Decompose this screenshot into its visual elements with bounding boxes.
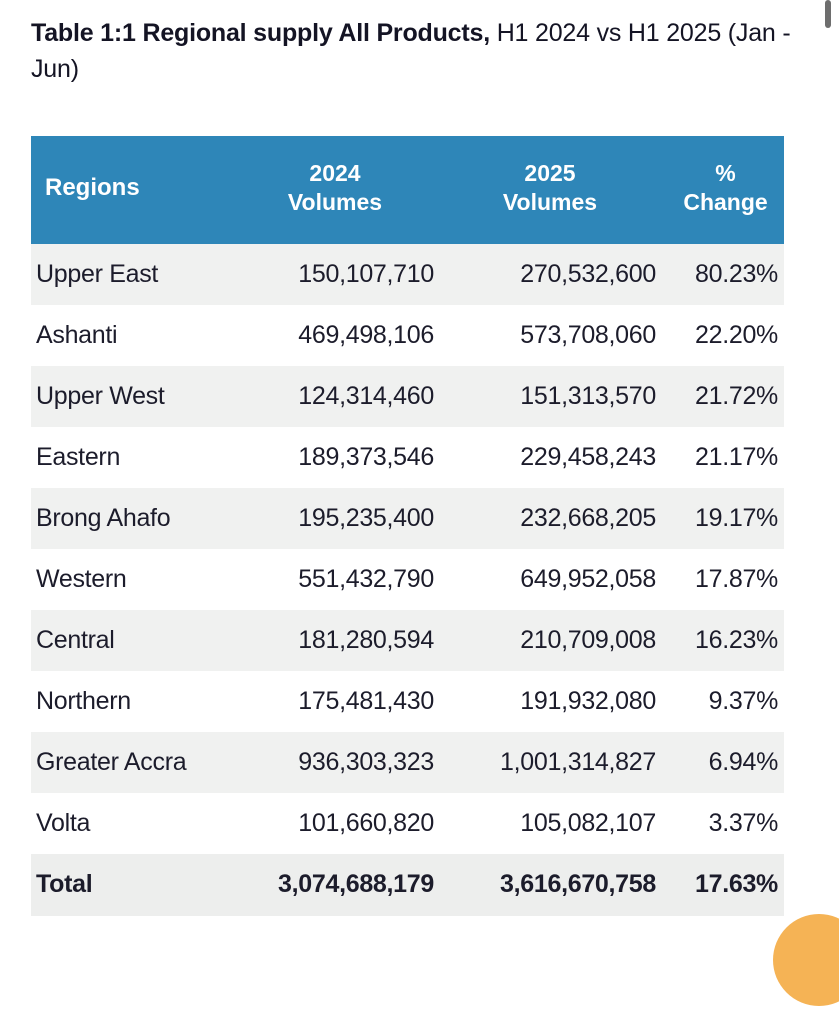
floating-action-button[interactable] (773, 914, 839, 1006)
cell-change: 3.37% (708, 808, 779, 837)
cell-vol-2025: 573,708,060 (520, 320, 656, 349)
column-header-2024-line1: 2024 (309, 159, 361, 186)
column-header-change-line2: Change (683, 189, 768, 215)
cell-region: Eastern (36, 442, 121, 471)
column-header-regions-label: Regions (45, 173, 140, 201)
cell-change: 19.17% (695, 503, 778, 532)
cell-vol-2024: 181,280,594 (298, 625, 434, 654)
cell-change: 6.94% (708, 747, 779, 776)
cell-region: Central (36, 625, 115, 654)
cell-vol-2024: 189,373,546 (298, 442, 434, 471)
column-header-2024-line2: Volumes (287, 189, 383, 215)
cell-vol-2025: 191,932,080 (520, 686, 656, 715)
column-header-percent-change[interactable]: % Change (661, 136, 784, 244)
table-row[interactable]: Western 551,432,790 649,952,058 17.87% (31, 549, 784, 610)
cell-change: 16.23% (695, 625, 778, 654)
regional-supply-table-container: Regions 2024 Volumes 2025 Volumes % Chan… (31, 136, 784, 916)
cell-vol-2025: 105,082,107 (520, 808, 656, 837)
cell-vol-2025: 151,313,570 (520, 381, 656, 410)
cell-change: 9.37% (708, 686, 779, 715)
cell-change: 80.23% (695, 259, 778, 288)
table-row[interactable]: Brong Ahafo 195,235,400 232,668,205 19.1… (31, 488, 784, 549)
table-row[interactable]: Volta 101,660,820 105,082,107 3.37% (31, 793, 784, 854)
cell-vol-2025: 229,458,243 (520, 442, 656, 471)
table-header: Regions 2024 Volumes 2025 Volumes % Chan… (31, 136, 784, 244)
table-row[interactable]: Upper West 124,314,460 151,313,570 21.72… (31, 366, 784, 427)
cell-vol-2025: 1,001,314,827 (500, 747, 656, 776)
cell-vol-2025: 649,952,058 (520, 564, 656, 593)
cell-region: Volta (36, 808, 91, 837)
column-header-2024-volumes[interactable]: 2024 Volumes (231, 136, 439, 244)
cell-vol-2024: 469,498,106 (298, 320, 434, 349)
table-total-row[interactable]: Total 3,074,688,179 3,616,670,758 17.63% (31, 854, 784, 916)
cell-region: Upper West (36, 381, 165, 410)
vertical-scrollbar-thumb[interactable] (825, 0, 831, 28)
page-title: Table 1:1 Regional supply All Products, … (0, 0, 839, 87)
cell-vol-2025: 270,532,600 (520, 259, 656, 288)
cell-region: Northern (36, 686, 131, 715)
regional-supply-table: Regions 2024 Volumes 2025 Volumes % Chan… (31, 136, 784, 916)
column-header-2025-line1: 2025 (524, 159, 576, 186)
cell-region: Ashanti (36, 320, 118, 349)
page-title-strong: Table 1:1 Regional supply All Products, (31, 19, 490, 47)
cell-change: 17.87% (695, 564, 778, 593)
column-header-2025-line2: Volumes (502, 189, 598, 215)
column-header-2025-volumes[interactable]: 2025 Volumes (439, 136, 661, 244)
cell-vol-2025: 232,668,205 (520, 503, 656, 532)
table-row[interactable]: Greater Accra 936,303,323 1,001,314,827 … (31, 732, 784, 793)
cell-vol-2024: 101,660,820 (298, 808, 434, 837)
cell-total-vol-2025: 3,616,670,758 (500, 870, 656, 899)
cell-region: Upper East (36, 259, 159, 288)
cell-region: Brong Ahafo (36, 503, 171, 532)
table-row[interactable]: Upper East 150,107,710 270,532,600 80.23… (31, 244, 784, 305)
cell-vol-2024: 551,432,790 (298, 564, 434, 593)
cell-region: Western (36, 564, 127, 593)
cell-region: Greater Accra (36, 747, 187, 776)
table-row[interactable]: Ashanti 469,498,106 573,708,060 22.20% (31, 305, 784, 366)
column-header-change-line1: % (715, 159, 736, 186)
cell-change: 22.20% (695, 320, 778, 349)
cell-vol-2024: 936,303,323 (298, 747, 434, 776)
table-header-row: Regions 2024 Volumes 2025 Volumes % Chan… (31, 136, 784, 244)
cell-vol-2025: 210,709,008 (520, 625, 656, 654)
table-row[interactable]: Eastern 189,373,546 229,458,243 21.17% (31, 427, 784, 488)
cell-vol-2024: 150,107,710 (298, 259, 434, 288)
cell-vol-2024: 195,235,400 (298, 503, 434, 532)
cell-change: 21.17% (695, 442, 778, 471)
cell-total-label: Total (36, 870, 93, 899)
page-title-rest: H1 2024 vs H1 2025 (Jan - Jun) (31, 19, 791, 83)
table-body: Upper East 150,107,710 270,532,600 80.23… (31, 244, 784, 916)
column-header-regions[interactable]: Regions (31, 136, 231, 244)
table-row[interactable]: Central 181,280,594 210,709,008 16.23% (31, 610, 784, 671)
vertical-scrollbar-track[interactable] (825, 0, 835, 1024)
cell-vol-2024: 124,314,460 (298, 381, 434, 410)
cell-total-change: 17.63% (695, 870, 778, 899)
cell-vol-2024: 175,481,430 (298, 686, 434, 715)
cell-change: 21.72% (695, 381, 778, 410)
table-row[interactable]: Northern 175,481,430 191,932,080 9.37% (31, 671, 784, 732)
cell-total-vol-2024: 3,074,688,179 (278, 870, 434, 899)
